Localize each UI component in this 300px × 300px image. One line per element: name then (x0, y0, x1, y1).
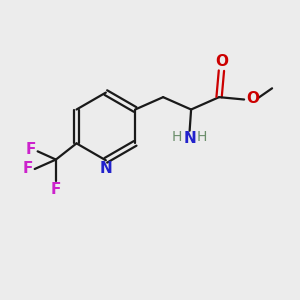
Text: F: F (26, 142, 36, 158)
Text: H: H (172, 130, 182, 144)
Text: O: O (215, 54, 228, 69)
Text: O: O (246, 92, 259, 106)
Text: H: H (197, 130, 207, 144)
Text: F: F (51, 182, 61, 196)
Text: F: F (23, 161, 33, 176)
Text: N: N (183, 130, 196, 146)
Text: N: N (100, 161, 112, 176)
